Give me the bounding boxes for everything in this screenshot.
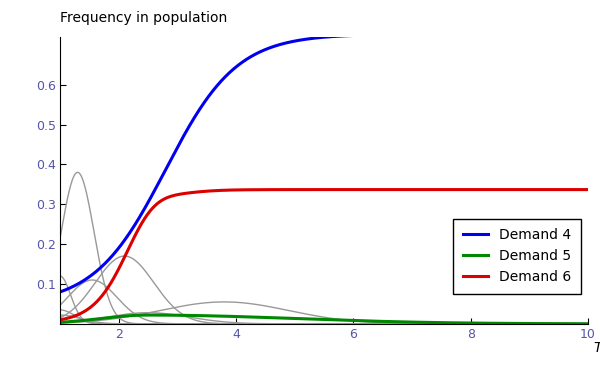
Demand 5 — [419, 320, 427, 325]
Demand 5 — [145, 313, 152, 317]
Demand 6 — [110, 276, 118, 280]
Demand 5 — [110, 315, 118, 319]
Demand 5 — [584, 322, 592, 326]
Demand 4 — [56, 290, 64, 294]
Legend: Demand 4, Demand 5, Demand 6: Demand 4, Demand 5, Demand 6 — [453, 219, 581, 294]
Demand 6 — [56, 318, 64, 322]
Demand 5 — [271, 316, 278, 320]
Demand 5 — [289, 316, 296, 321]
Demand 6 — [584, 187, 592, 192]
Demand 4 — [289, 39, 296, 44]
Demand 6 — [270, 187, 277, 192]
Demand 6 — [419, 187, 426, 192]
Line: Demand 5: Demand 5 — [60, 315, 588, 324]
Demand 6 — [468, 187, 475, 192]
Demand 4 — [468, 32, 475, 36]
Demand 4 — [478, 32, 485, 36]
Demand 4 — [419, 32, 426, 36]
Demand 5 — [469, 321, 476, 325]
Demand 5 — [56, 320, 64, 325]
Demand 5 — [478, 321, 485, 325]
Demand 4 — [110, 252, 118, 256]
Demand 4 — [584, 32, 592, 36]
Demand 4 — [270, 44, 277, 49]
Demand 6 — [478, 187, 485, 192]
Demand 6 — [289, 187, 296, 192]
Text: Time: Time — [593, 341, 600, 355]
Line: Demand 4: Demand 4 — [60, 34, 588, 292]
Line: Demand 6: Demand 6 — [60, 190, 588, 320]
Text: Frequency in population: Frequency in population — [60, 11, 227, 25]
